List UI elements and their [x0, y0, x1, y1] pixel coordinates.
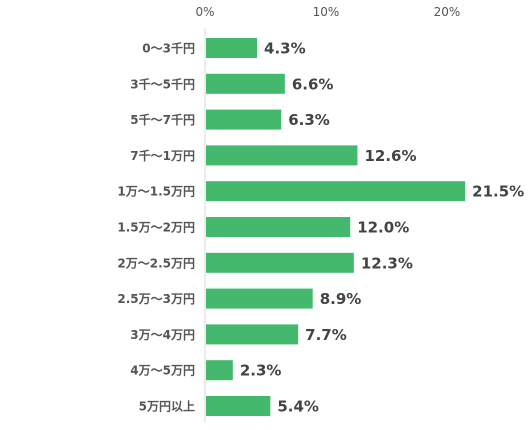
- bar: [206, 145, 358, 166]
- category-label: 1万～1.5万円: [117, 185, 195, 199]
- bar: [206, 109, 282, 130]
- bar: [206, 38, 258, 58]
- category-label: 7千～1万円: [130, 148, 195, 163]
- bars: [206, 38, 466, 416]
- category-label: 4万～5万円: [130, 364, 195, 378]
- x-tick-label: 0%: [195, 5, 214, 19]
- category-labels: 0～3千円 3千～5千円 5千～7千円 7千～1万円 1万～1.5万円 1.5万～2万円 2…: [117, 41, 195, 414]
- category-label: 2万～2.5万円: [117, 256, 195, 270]
- x-axis-ticks: 0% 10% 20%: [195, 5, 460, 19]
- data-label: 12.6%: [364, 147, 416, 165]
- data-label: 5.4%: [277, 398, 319, 416]
- data-labels: 4.3% 6.6% 6.3% 12.6% 21.5% 12.0% 12.3% 8.9% 7.7%…: [240, 40, 524, 416]
- bar: [206, 73, 285, 94]
- data-label: 7.7%: [305, 326, 347, 344]
- x-tick-label: 10%: [313, 5, 340, 19]
- bar: [206, 217, 351, 237]
- bar: [206, 288, 313, 309]
- bar: [206, 324, 299, 345]
- category-label: 5千～7千円: [130, 112, 195, 127]
- data-label: 12.0%: [357, 219, 409, 237]
- category-label: 3千～5千円: [130, 76, 195, 91]
- category-label: 5万円以上: [139, 399, 195, 414]
- category-label: 2.5万～3万円: [117, 292, 195, 306]
- category-label: 1.5万～2万円: [117, 221, 195, 235]
- data-label: 6.6%: [292, 75, 334, 93]
- bar: [206, 396, 271, 416]
- data-label: 8.9%: [320, 290, 362, 308]
- x-tick-label: 20%: [434, 5, 461, 19]
- data-label: 2.3%: [240, 362, 282, 380]
- bar: [206, 181, 466, 202]
- data-label: 4.3%: [264, 40, 306, 58]
- data-label: 12.3%: [361, 254, 413, 272]
- bar: [206, 252, 354, 273]
- category-label: 0～3千円: [142, 41, 195, 56]
- category-label: 3万～4万円: [130, 328, 195, 342]
- data-label: 6.3%: [288, 111, 330, 129]
- bar: [206, 360, 233, 381]
- data-label: 21.5%: [472, 183, 524, 201]
